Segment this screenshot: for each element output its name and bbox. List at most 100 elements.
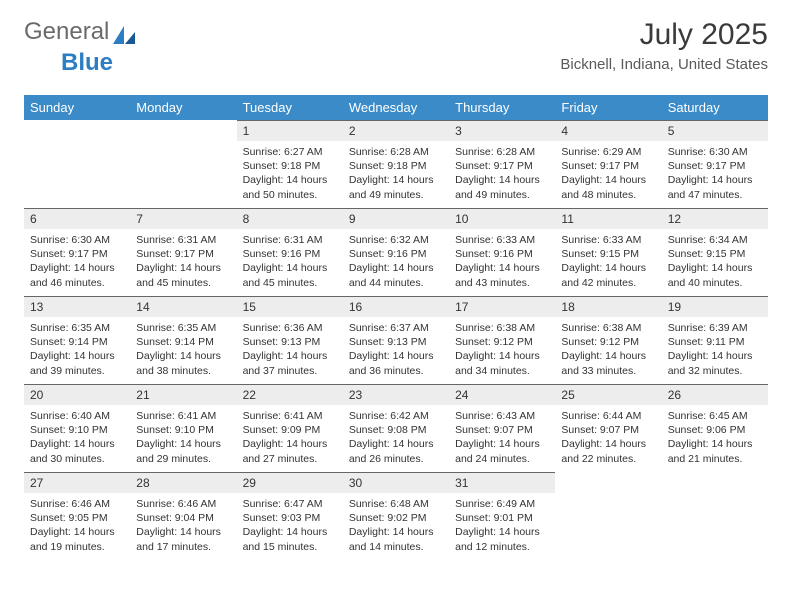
sunrise-text: Sunrise: 6:29 AM — [561, 145, 655, 159]
day-info: Sunrise: 6:27 AMSunset: 9:18 PMDaylight:… — [237, 141, 343, 208]
day-info: Sunrise: 6:41 AMSunset: 9:09 PMDaylight:… — [237, 405, 343, 472]
daylight-text: Daylight: 14 hours and 49 minutes. — [349, 173, 443, 201]
calendar-week-row: 1Sunrise: 6:27 AMSunset: 9:18 PMDaylight… — [24, 120, 768, 208]
sunset-text: Sunset: 9:17 PM — [30, 247, 124, 261]
day-number: 9 — [343, 208, 449, 229]
daylight-text: Daylight: 14 hours and 48 minutes. — [561, 173, 655, 201]
sunset-text: Sunset: 9:09 PM — [243, 423, 337, 437]
day-info: Sunrise: 6:49 AMSunset: 9:01 PMDaylight:… — [449, 493, 555, 560]
sunrise-text: Sunrise: 6:33 AM — [561, 233, 655, 247]
sunrise-text: Sunrise: 6:32 AM — [349, 233, 443, 247]
day-number: 30 — [343, 472, 449, 493]
sunset-text: Sunset: 9:10 PM — [30, 423, 124, 437]
calendar-day-cell: 4Sunrise: 6:29 AMSunset: 9:17 PMDaylight… — [555, 120, 661, 208]
daylight-text: Daylight: 14 hours and 26 minutes. — [349, 437, 443, 465]
sunrise-text: Sunrise: 6:46 AM — [30, 497, 124, 511]
day-number: 8 — [237, 208, 343, 229]
sunset-text: Sunset: 9:17 PM — [455, 159, 549, 173]
day-number: 27 — [24, 472, 130, 493]
sunset-text: Sunset: 9:17 PM — [668, 159, 762, 173]
day-info: Sunrise: 6:33 AMSunset: 9:16 PMDaylight:… — [449, 229, 555, 296]
daylight-text: Daylight: 14 hours and 15 minutes. — [243, 525, 337, 553]
sunrise-text: Sunrise: 6:44 AM — [561, 409, 655, 423]
calendar-day-cell: 18Sunrise: 6:38 AMSunset: 9:12 PMDayligh… — [555, 296, 661, 384]
calendar-day-cell: 15Sunrise: 6:36 AMSunset: 9:13 PMDayligh… — [237, 296, 343, 384]
day-info: Sunrise: 6:28 AMSunset: 9:18 PMDaylight:… — [343, 141, 449, 208]
sunrise-text: Sunrise: 6:41 AM — [243, 409, 337, 423]
calendar-table: Sunday Monday Tuesday Wednesday Thursday… — [24, 95, 768, 560]
calendar-day-cell — [662, 472, 768, 560]
daylight-text: Daylight: 14 hours and 49 minutes. — [455, 173, 549, 201]
sunset-text: Sunset: 9:01 PM — [455, 511, 549, 525]
calendar-day-cell: 30Sunrise: 6:48 AMSunset: 9:02 PMDayligh… — [343, 472, 449, 560]
sunset-text: Sunset: 9:17 PM — [561, 159, 655, 173]
location-text: Bicknell, Indiana, United States — [560, 56, 768, 73]
daylight-text: Daylight: 14 hours and 39 minutes. — [30, 349, 124, 377]
sunrise-text: Sunrise: 6:48 AM — [349, 497, 443, 511]
calendar-day-cell: 27Sunrise: 6:46 AMSunset: 9:05 PMDayligh… — [24, 472, 130, 560]
day-number: 28 — [130, 472, 236, 493]
sunset-text: Sunset: 9:14 PM — [30, 335, 124, 349]
day-info: Sunrise: 6:35 AMSunset: 9:14 PMDaylight:… — [24, 317, 130, 384]
day-info: Sunrise: 6:48 AMSunset: 9:02 PMDaylight:… — [343, 493, 449, 560]
daylight-text: Daylight: 14 hours and 47 minutes. — [668, 173, 762, 201]
day-info: Sunrise: 6:40 AMSunset: 9:10 PMDaylight:… — [24, 405, 130, 472]
sunset-text: Sunset: 9:15 PM — [561, 247, 655, 261]
daylight-text: Daylight: 14 hours and 40 minutes. — [668, 261, 762, 289]
daylight-text: Daylight: 14 hours and 46 minutes. — [30, 261, 124, 289]
day-info: Sunrise: 6:35 AMSunset: 9:14 PMDaylight:… — [130, 317, 236, 384]
calendar-day-cell: 11Sunrise: 6:33 AMSunset: 9:15 PMDayligh… — [555, 208, 661, 296]
calendar-day-cell: 12Sunrise: 6:34 AMSunset: 9:15 PMDayligh… — [662, 208, 768, 296]
day-number: 21 — [130, 384, 236, 405]
calendar-day-cell: 14Sunrise: 6:35 AMSunset: 9:14 PMDayligh… — [130, 296, 236, 384]
day-info: Sunrise: 6:41 AMSunset: 9:10 PMDaylight:… — [130, 405, 236, 472]
sunset-text: Sunset: 9:03 PM — [243, 511, 337, 525]
day-number: 26 — [662, 384, 768, 405]
logo-text-1: General — [24, 18, 109, 46]
sunrise-text: Sunrise: 6:41 AM — [136, 409, 230, 423]
daylight-text: Daylight: 14 hours and 32 minutes. — [668, 349, 762, 377]
sunrise-text: Sunrise: 6:28 AM — [455, 145, 549, 159]
sunrise-text: Sunrise: 6:46 AM — [136, 497, 230, 511]
day-number: 14 — [130, 296, 236, 317]
day-number: 18 — [555, 296, 661, 317]
day-info: Sunrise: 6:33 AMSunset: 9:15 PMDaylight:… — [555, 229, 661, 296]
calendar-day-cell: 10Sunrise: 6:33 AMSunset: 9:16 PMDayligh… — [449, 208, 555, 296]
calendar-day-cell — [555, 472, 661, 560]
daylight-text: Daylight: 14 hours and 34 minutes. — [455, 349, 549, 377]
day-number: 2 — [343, 120, 449, 141]
calendar-day-cell: 19Sunrise: 6:39 AMSunset: 9:11 PMDayligh… — [662, 296, 768, 384]
daylight-text: Daylight: 14 hours and 42 minutes. — [561, 261, 655, 289]
calendar-header-row: Sunday Monday Tuesday Wednesday Thursday… — [24, 95, 768, 120]
day-number: 24 — [449, 384, 555, 405]
sunrise-text: Sunrise: 6:30 AM — [668, 145, 762, 159]
day-info: Sunrise: 6:43 AMSunset: 9:07 PMDaylight:… — [449, 405, 555, 472]
calendar-day-cell: 29Sunrise: 6:47 AMSunset: 9:03 PMDayligh… — [237, 472, 343, 560]
day-header-monday: Monday — [130, 95, 236, 120]
day-number: 29 — [237, 472, 343, 493]
sunrise-text: Sunrise: 6:27 AM — [243, 145, 337, 159]
sunrise-text: Sunrise: 6:37 AM — [349, 321, 443, 335]
day-header-wednesday: Wednesday — [343, 95, 449, 120]
sunset-text: Sunset: 9:13 PM — [243, 335, 337, 349]
sunrise-text: Sunrise: 6:33 AM — [455, 233, 549, 247]
logo-sail-icon — [113, 23, 135, 41]
day-number: 13 — [24, 296, 130, 317]
day-number: 20 — [24, 384, 130, 405]
daylight-text: Daylight: 14 hours and 38 minutes. — [136, 349, 230, 377]
day-info: Sunrise: 6:44 AMSunset: 9:07 PMDaylight:… — [555, 405, 661, 472]
sunset-text: Sunset: 9:06 PM — [668, 423, 762, 437]
sunrise-text: Sunrise: 6:43 AM — [455, 409, 549, 423]
sunrise-text: Sunrise: 6:40 AM — [30, 409, 124, 423]
day-info: Sunrise: 6:32 AMSunset: 9:16 PMDaylight:… — [343, 229, 449, 296]
calendar-day-cell: 26Sunrise: 6:45 AMSunset: 9:06 PMDayligh… — [662, 384, 768, 472]
day-header-sunday: Sunday — [24, 95, 130, 120]
sunrise-text: Sunrise: 6:35 AM — [136, 321, 230, 335]
daylight-text: Daylight: 14 hours and 19 minutes. — [30, 525, 124, 553]
daylight-text: Daylight: 14 hours and 44 minutes. — [349, 261, 443, 289]
day-number: 19 — [662, 296, 768, 317]
day-header-saturday: Saturday — [662, 95, 768, 120]
daylight-text: Daylight: 14 hours and 14 minutes. — [349, 525, 443, 553]
day-number: 3 — [449, 120, 555, 141]
daylight-text: Daylight: 14 hours and 45 minutes. — [243, 261, 337, 289]
